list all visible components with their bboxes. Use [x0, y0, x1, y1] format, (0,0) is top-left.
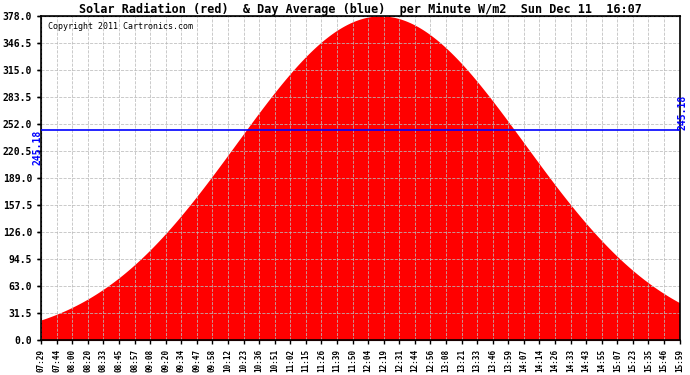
Title: Solar Radiation (red)  & Day Average (blue)  per Minute W/m2  Sun Dec 11  16:07: Solar Radiation (red) & Day Average (blu…	[79, 3, 642, 16]
Text: Copyright 2011 Cartronics.com: Copyright 2011 Cartronics.com	[48, 22, 193, 32]
Text: 245.18: 245.18	[678, 94, 688, 130]
Text: 245.18: 245.18	[33, 130, 43, 165]
